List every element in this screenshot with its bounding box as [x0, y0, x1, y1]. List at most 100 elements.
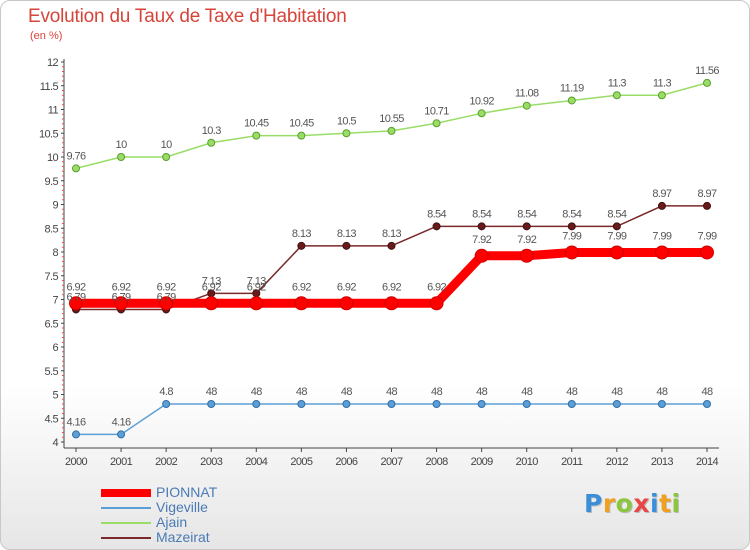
- x-tick-label: 2004: [245, 456, 268, 468]
- data-point-vigeville: [342, 400, 351, 408]
- data-label-ajain: 11.3: [608, 77, 627, 89]
- series-line-vigeville: [76, 403, 707, 436]
- data-label-vigeville: 48: [206, 386, 218, 398]
- data-label-pionnat: 7.99: [652, 230, 671, 242]
- data-point-ajain: [387, 126, 396, 135]
- data-point-vigeville: [252, 400, 261, 408]
- data-point-pionnat: [339, 296, 354, 311]
- data-label-ajain: 10: [161, 139, 173, 151]
- data-label-ajain: 10.45: [244, 118, 269, 130]
- data-point-vigeville: [432, 400, 441, 408]
- data-label-pionnat: 6.92: [382, 281, 401, 293]
- logo-letter: r: [602, 489, 616, 518]
- logo-letter: i: [650, 489, 660, 518]
- logo-letter: i: [671, 489, 681, 518]
- data-label-vigeville: 4.16: [112, 416, 131, 428]
- data-label-mazeirat: 6.79: [112, 291, 131, 303]
- data-point-ajain: [207, 138, 216, 147]
- y-tick-label: 9: [52, 200, 58, 212]
- data-point-ajain: [522, 101, 531, 110]
- y-tick-label: 10.5: [39, 128, 58, 140]
- data-point-vigeville: [297, 400, 306, 408]
- x-tick-label: 2010: [516, 456, 539, 468]
- legend: PIONNAT Vigeville Ajain Mazeirat: [101, 484, 321, 545]
- proxiti-logo: Proxiti: [584, 489, 681, 518]
- data-label-pionnat: 7.92: [517, 234, 536, 246]
- x-tick-label: 2013: [651, 456, 674, 468]
- data-label-pionnat: 6.92: [427, 281, 446, 293]
- data-point-ajain: [703, 78, 711, 87]
- logo-letter: t: [659, 489, 672, 518]
- data-point-pionnat: [114, 296, 129, 311]
- data-label-ajain: 11.08: [515, 88, 539, 100]
- data-point-vigeville: [703, 400, 711, 408]
- x-tick-label: 2007: [380, 456, 403, 468]
- logo-letter: o: [615, 489, 634, 518]
- data-point-mazeirat: [567, 222, 576, 231]
- data-point-pionnat: [204, 296, 219, 311]
- data-point-ajain: [567, 96, 576, 105]
- data-point-pionnat: [700, 245, 714, 260]
- data-label-mazeirat: 8.54: [607, 208, 626, 220]
- data-label-pionnat: 6.92: [292, 281, 311, 293]
- data-point-ajain: [657, 91, 666, 100]
- y-tick-label: 12: [47, 57, 59, 69]
- data-point-mazeirat: [522, 222, 531, 231]
- data-point-mazeirat: [387, 241, 396, 250]
- x-tick-label: 2009: [471, 456, 494, 468]
- data-point-ajain: [297, 131, 306, 140]
- x-tick-label: 2011: [561, 456, 583, 468]
- y-tick-label: 5.5: [45, 366, 59, 378]
- legend-label: PIONNAT: [156, 484, 218, 500]
- data-label-mazeirat: 8.54: [562, 208, 581, 220]
- legend-item-mazeirat: Mazeirat: [101, 529, 321, 545]
- data-point-vigeville: [657, 400, 666, 408]
- data-point-pionnat: [654, 245, 669, 260]
- data-point-pionnat: [609, 245, 624, 260]
- data-label-vigeville: 48: [341, 386, 353, 398]
- legend-item-vigeville: Vigeville: [101, 499, 321, 515]
- data-label-pionnat: 6.92: [157, 281, 176, 293]
- data-label-mazeirat: 6.79: [157, 291, 176, 303]
- data-point-pionnat: [474, 248, 489, 263]
- data-label-mazeirat: 7.13: [247, 275, 266, 287]
- legend-item-pionnat: PIONNAT: [101, 484, 321, 500]
- y-tick-label: 6: [52, 342, 58, 354]
- data-label-vigeville: 48: [701, 386, 713, 398]
- data-label-mazeirat: 8.97: [697, 188, 716, 200]
- y-tick-label: 11: [48, 105, 59, 117]
- data-label-mazeirat: 8.54: [472, 208, 491, 220]
- legend-label: Ajain: [156, 514, 188, 530]
- data-point-ajain: [477, 109, 486, 118]
- legend-swatch: [101, 507, 151, 509]
- data-point-mazeirat: [432, 222, 441, 231]
- data-point-mazeirat: [657, 201, 666, 210]
- x-tick-label: 2002: [155, 456, 178, 468]
- data-label-mazeirat: 8.54: [427, 208, 446, 220]
- data-label-ajain: 11.3: [653, 77, 672, 89]
- data-label-vigeville: 48: [296, 386, 308, 398]
- data-label-ajain: 10.71: [424, 105, 449, 117]
- data-point-mazeirat: [612, 222, 621, 231]
- data-point-ajain: [342, 129, 351, 138]
- data-point-pionnat: [159, 296, 174, 311]
- legend-label: Mazeirat: [156, 529, 210, 545]
- data-label-vigeville: 48: [566, 386, 578, 398]
- x-tick-label: 2000: [65, 456, 88, 468]
- data-point-ajain: [162, 153, 171, 161]
- data-label-mazeirat: 8.13: [337, 228, 356, 240]
- data-label-mazeirat: 6.79: [66, 291, 85, 303]
- data-label-pionnat: 6.92: [247, 281, 266, 293]
- data-label-ajain: 11.56: [695, 65, 719, 77]
- x-tick-label: 2005: [290, 456, 313, 468]
- data-point-vigeville: [117, 430, 126, 439]
- y-tick-label: 10: [47, 152, 59, 164]
- data-label-pionnat: 6.92: [112, 281, 131, 293]
- data-point-vigeville: [387, 400, 396, 408]
- data-point-ajain: [432, 119, 441, 128]
- y-tick-label: 8.5: [45, 223, 59, 235]
- data-label-vigeville: 4.16: [66, 416, 85, 428]
- data-point-mazeirat: [477, 222, 486, 231]
- logo-letter: P: [584, 489, 603, 518]
- data-label-mazeirat: 8.54: [517, 208, 536, 220]
